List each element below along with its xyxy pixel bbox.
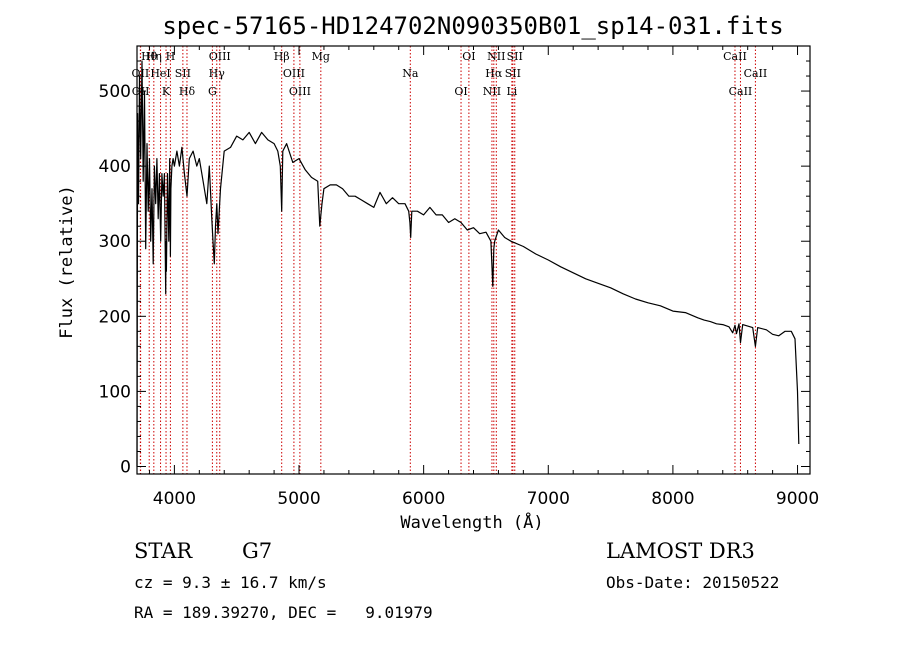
y-tick-label: 400 xyxy=(99,157,131,177)
line-label: CaII xyxy=(744,67,768,80)
spectrum-layer xyxy=(136,60,800,467)
line-label: Hα xyxy=(485,67,503,80)
y-axis-label: Flux (relative) xyxy=(57,185,77,339)
object-class: STAR xyxy=(134,539,193,563)
y-tick-label: 100 xyxy=(99,382,131,402)
line-label: G xyxy=(208,85,217,98)
line-label: CaII xyxy=(729,85,753,98)
ra-dec: RA = 189.39270, DEC = 9.01979 xyxy=(134,603,433,622)
x-tick-label: 8000 xyxy=(651,489,694,509)
line-label: H xyxy=(166,50,176,63)
spectrum-line xyxy=(136,60,800,467)
line-label: CaII xyxy=(723,50,747,63)
survey-name: LAMOST DR3 xyxy=(606,539,755,563)
line-label: Mg xyxy=(312,50,330,63)
line-label: SII xyxy=(175,67,191,80)
plot-frame xyxy=(136,45,811,475)
line-label: NII xyxy=(487,50,505,63)
line-label: Hθ xyxy=(141,50,158,63)
line-label: Na xyxy=(402,67,419,80)
line-label: K xyxy=(162,85,171,98)
line-label: OII xyxy=(132,67,150,80)
x-tick-label: 6000 xyxy=(402,489,445,509)
redshift-cz: cz = 9.3 ± 16.7 km/s xyxy=(134,573,327,592)
line-label: OI xyxy=(462,50,475,63)
y-tick-label: 300 xyxy=(99,232,131,252)
x-tick-label: 5000 xyxy=(277,489,320,509)
obs-date: Obs-Date: 20150522 xyxy=(606,573,780,592)
line-label: SII xyxy=(507,50,523,63)
chart-title: spec-57165-HD124702N090350B01_sp14-031.f… xyxy=(162,12,783,40)
y-tick-label: 200 xyxy=(99,307,131,327)
line-markers xyxy=(139,46,756,474)
line-label: HeI xyxy=(150,67,170,80)
x-tick-label: 4000 xyxy=(153,489,196,509)
line-label: OI xyxy=(454,85,467,98)
line-label: NII xyxy=(483,85,501,98)
x-tick-label: 9000 xyxy=(776,489,819,509)
line-label: OIII xyxy=(283,67,305,80)
line-label: Hη xyxy=(146,50,162,63)
line-label: Li xyxy=(506,85,517,98)
x-axis-label: Wavelength (Å) xyxy=(400,511,543,533)
line-label: OIII xyxy=(289,85,311,98)
line-label: SII xyxy=(505,67,521,80)
y-tick-label: 500 xyxy=(99,82,131,102)
line-label: Hδ xyxy=(179,85,196,98)
line-label: Hγ xyxy=(209,67,226,80)
y-tick-label: 0 xyxy=(120,457,131,477)
object-subclass: G7 xyxy=(242,539,273,563)
line-labels: Hθ OII OII Hη HeI K H SII Hδ OIII Hγ G Hβ OIII OIII Mg N… xyxy=(132,50,768,98)
axis-ticks: 4000 5000 6000 7000 8000 9000 0 100 200 300 400 500 xyxy=(99,46,819,509)
line-label: Hβ xyxy=(274,50,290,63)
x-tick-label: 7000 xyxy=(527,489,570,509)
line-label: OII xyxy=(132,85,150,98)
line-label: OIII xyxy=(209,50,231,63)
